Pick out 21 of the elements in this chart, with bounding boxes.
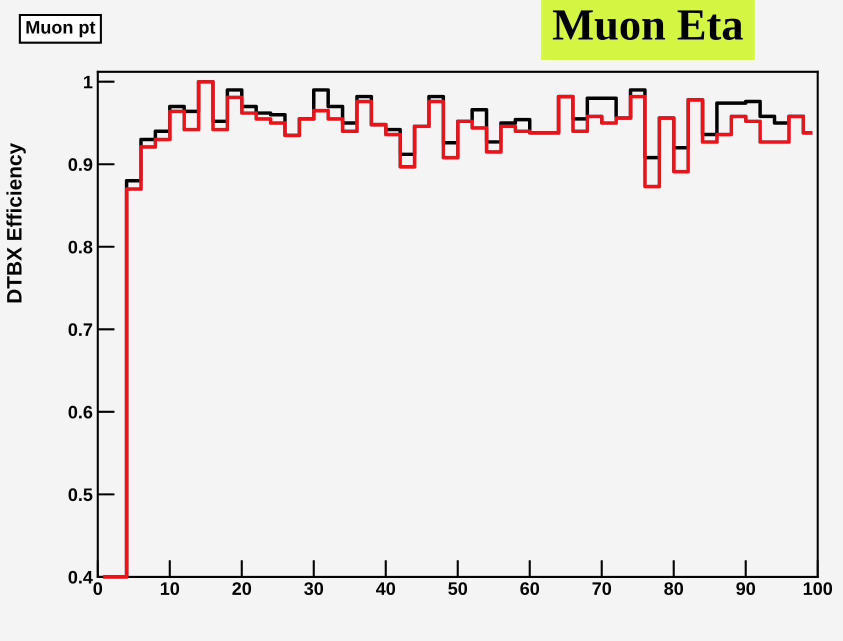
x-tick-label: 0: [93, 582, 102, 596]
y-tick-label: 0.5: [68, 488, 92, 502]
y-axis-title: DTBX Efficiency: [6, 142, 26, 302]
x-tick-label: 80: [664, 582, 684, 596]
x-tick-label: 60: [520, 582, 540, 596]
x-tick-label: 100: [804, 582, 832, 596]
x-tick-label: 70: [592, 582, 612, 596]
y-tick-label: 0.4: [68, 570, 93, 584]
x-tick-label: 50: [448, 582, 468, 596]
x-tick-label: 20: [232, 582, 252, 596]
y-tick-label: 1: [84, 76, 92, 88]
y-tick-label: 0.6: [68, 406, 92, 419]
text: Muon Eta: [552, 10, 743, 40]
y-tick-label: 0.8: [68, 240, 92, 254]
x-tick-label: 90: [736, 582, 756, 596]
y-tick-label: 0.7: [68, 323, 92, 336]
x-tick-label: 10: [160, 582, 180, 596]
x-tick-label: 30: [304, 582, 324, 596]
x-tick-label: 40: [376, 582, 396, 596]
y-tick-label: 0.9: [68, 158, 92, 171]
chart-title: Muon pt: [26, 21, 96, 38]
